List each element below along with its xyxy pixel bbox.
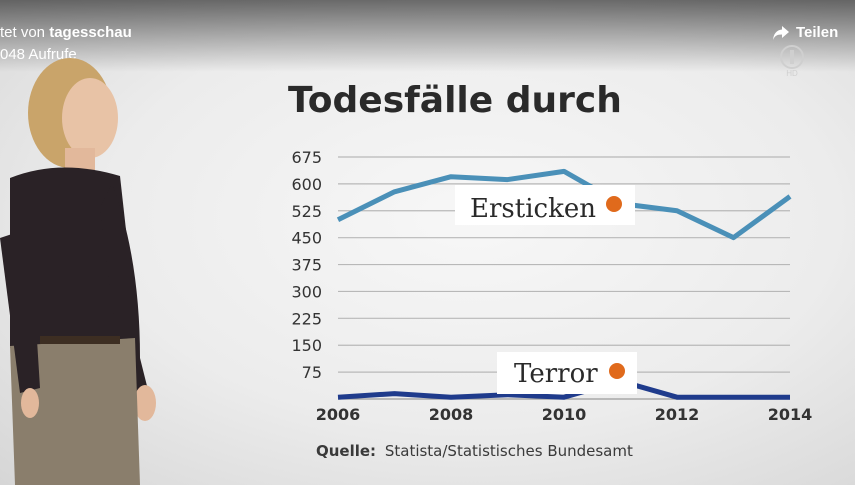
series-layer xyxy=(336,168,792,400)
y-tick-label: 225 xyxy=(291,309,322,328)
series-label: Terror xyxy=(514,359,598,389)
y-tick-label: 300 xyxy=(291,282,322,301)
logo-text: HD xyxy=(786,69,798,78)
y-tick-label: 375 xyxy=(291,256,322,275)
uploader-line[interactable]: tet von tagesschau xyxy=(0,24,132,41)
marker-dot xyxy=(609,363,625,379)
x-tick-label: 2006 xyxy=(316,405,361,424)
label-box-ersticken: Ersticken xyxy=(455,185,635,225)
video-top-bar xyxy=(0,0,855,72)
x-tick-label: 2014 xyxy=(768,405,813,424)
share-button[interactable]: Teilen xyxy=(772,24,838,41)
chart-title: Todesfälle durch xyxy=(288,80,622,121)
y-tick-label: 150 xyxy=(291,336,322,355)
uploader-prefix: tet von xyxy=(0,24,46,41)
series-line-ersticken xyxy=(336,168,792,241)
label-background xyxy=(455,185,635,225)
marker-dot xyxy=(606,196,622,212)
chart-source: Quelle: Statista/Statistisches Bundesamt xyxy=(316,442,633,460)
source-text: Statista/Statistisches Bundesamt xyxy=(385,442,633,460)
series-line-terror xyxy=(337,378,790,400)
channel-logo-icon: HD xyxy=(780,45,804,78)
y-tick-label: 675 xyxy=(291,148,322,167)
x-tick-label: 2012 xyxy=(655,405,700,424)
series-label: Ersticken xyxy=(470,194,596,224)
share-label: Teilen xyxy=(796,24,839,41)
presenter-figure xyxy=(0,58,156,485)
view-count: 048 Aufrufe xyxy=(0,46,77,63)
series-labels: Ersticken Terror xyxy=(455,185,637,394)
share-arrow-icon xyxy=(773,25,789,40)
x-tick-label: 2008 xyxy=(429,405,474,424)
y-tick-label: 75 xyxy=(302,363,322,382)
y-tick-label: 525 xyxy=(291,202,322,221)
x-axis: 2006 2008 2010 2012 2014 xyxy=(316,405,813,424)
y-tick-label: 450 xyxy=(291,229,322,248)
y-axis: 75 150 225 300 375 450 525 600 675 xyxy=(291,148,322,382)
label-box-terror: Terror xyxy=(497,352,637,394)
x-tick-label: 2010 xyxy=(542,405,587,424)
y-tick-label: 600 xyxy=(291,175,322,194)
source-label: Quelle: xyxy=(316,442,376,460)
uploader-name[interactable]: tagesschau xyxy=(49,24,132,41)
